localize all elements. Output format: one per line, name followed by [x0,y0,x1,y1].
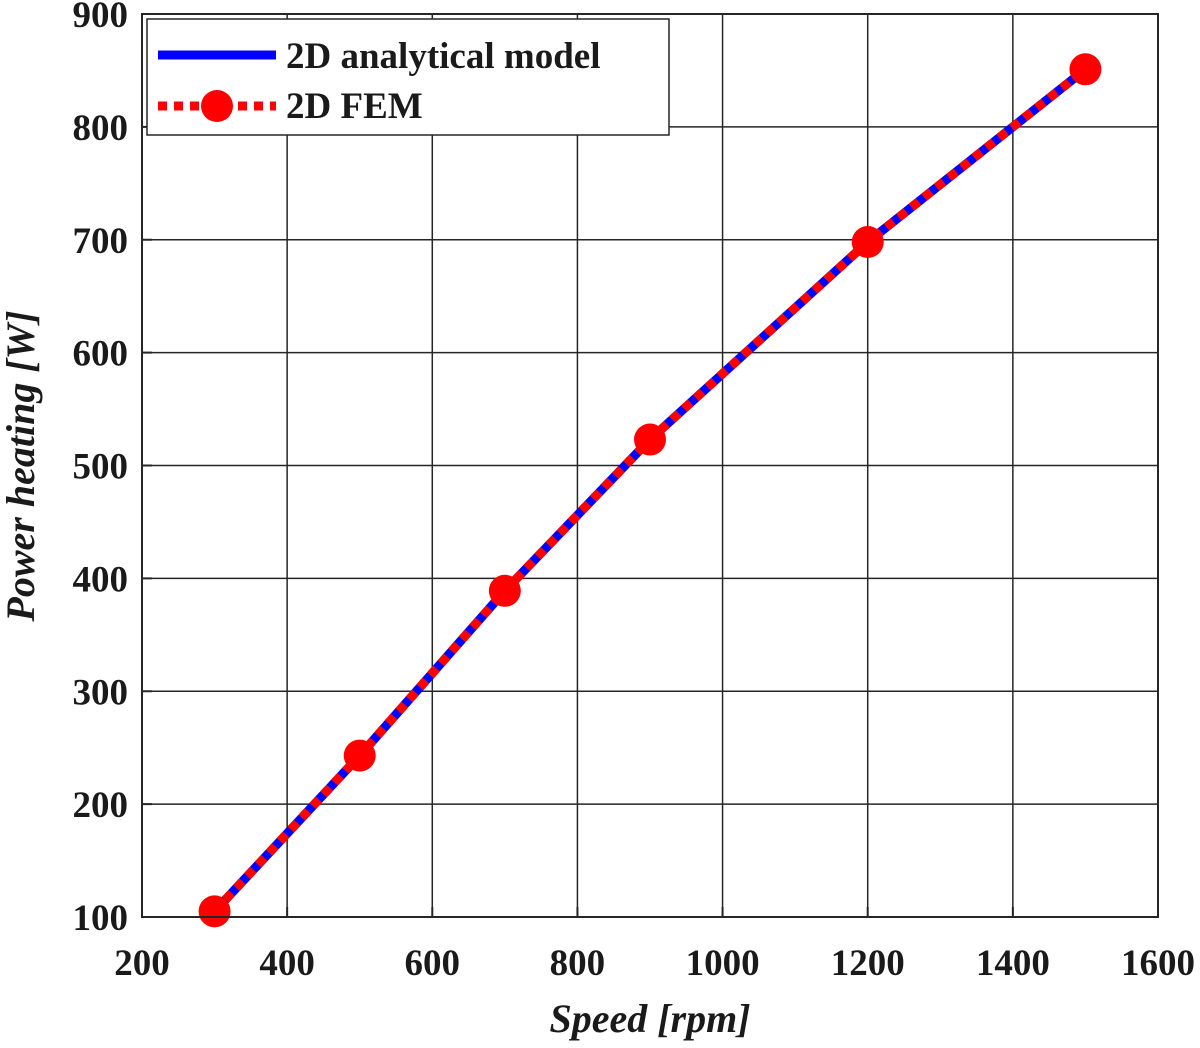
legend: 2D analytical model 2D FEM [146,18,670,136]
legend-label-fem: 2D FEM [286,86,423,127]
y-tick-label: 700 [73,221,129,262]
series-layer [198,53,1102,928]
x-tick-label: 400 [259,943,315,984]
y-tick-label: 300 [73,672,129,713]
data-point-fem [1069,53,1102,86]
x-tick-label: 600 [405,943,461,984]
y-tick-label: 200 [73,785,129,826]
x-tick-label: 1400 [976,943,1050,984]
legend-marker-fem [201,90,233,122]
legend-label-analytical: 2D analytical model [286,36,600,77]
y-tick-label: 600 [73,334,129,375]
x-tick-label: 200 [114,943,170,984]
series-line-fem [211,65,1089,915]
data-point-fem [343,739,376,772]
grid [142,14,1158,917]
legend-box [146,18,670,136]
x-tick-label: 1000 [686,943,760,984]
series-line-analytical [211,65,1089,915]
x-axis-label: Speed [rpm] [549,996,750,1041]
data-point-fem [488,574,521,607]
y-tick-label: 100 [73,898,129,939]
data-point-fem [634,423,666,456]
x-tick-label: 800 [550,943,606,984]
data-point-fem [198,895,231,928]
y-tick-label: 900 [73,0,129,36]
data-point-fem [851,226,884,259]
x-tick-label: 1200 [831,943,905,984]
y-tick-label: 500 [73,447,129,488]
x-tick-label: 1600 [1121,943,1195,984]
y-tick-label: 800 [73,108,129,149]
y-axis-label: Power heating [W] [0,310,43,622]
y-tick-label: 400 [73,559,129,600]
tick-labels: 200 400 600 800 1000 1200 1400 1600100200300400… [73,0,1196,984]
